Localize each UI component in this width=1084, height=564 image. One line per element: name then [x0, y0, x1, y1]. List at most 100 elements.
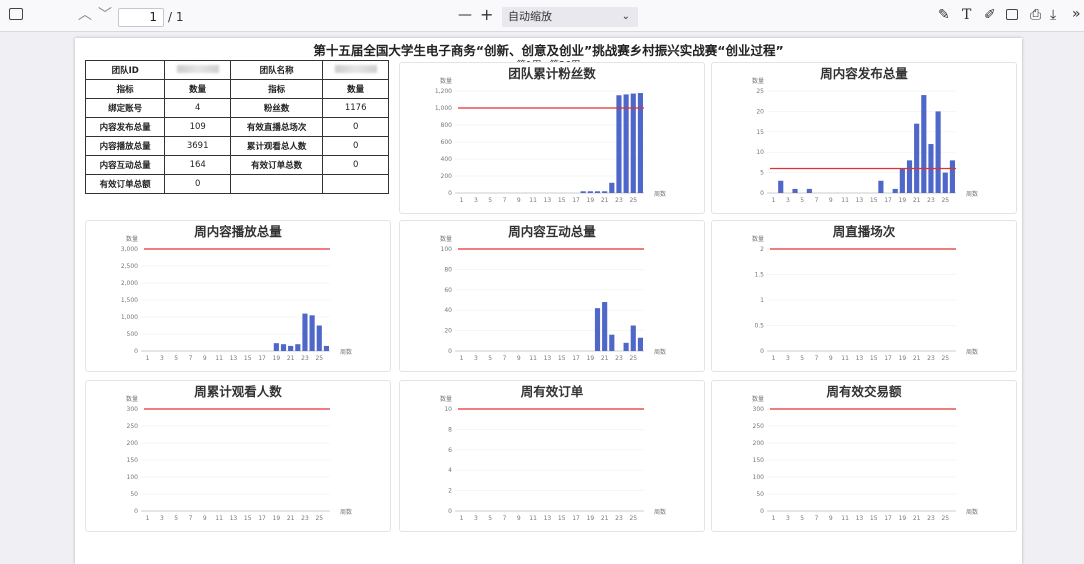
- x-tick-label: 5: [488, 515, 492, 522]
- x-tick-label: 3: [160, 355, 164, 362]
- x-tick-label: 15: [558, 355, 566, 362]
- x-tick-label: 23: [301, 355, 309, 362]
- x-tick-label: 5: [174, 355, 178, 362]
- y-tick-label: 800: [441, 122, 453, 129]
- zoom-select[interactable]: 自动缩放 ⌄: [502, 7, 638, 27]
- x-tick-label: 23: [927, 355, 935, 362]
- y-axis-label: 数量: [126, 235, 138, 243]
- table-cell: 内容播放总量: [84, 136, 166, 156]
- chevron-down-icon[interactable]: ﹀: [98, 7, 112, 23]
- y-tick-label: 60: [444, 287, 452, 294]
- x-tick-label: 3: [786, 197, 790, 204]
- x-tick-label: 9: [517, 515, 521, 522]
- x-tick-label: 21: [287, 355, 295, 362]
- x-tick-label: 7: [189, 355, 193, 362]
- y-tick-label: 50: [130, 491, 138, 498]
- chart-title: 周内容发布总量: [820, 66, 908, 81]
- x-axis-label: 周数: [966, 348, 978, 356]
- bar: [323, 345, 329, 351]
- table-cell: 有效直播总场次: [229, 117, 324, 137]
- y-tick-label: 0: [448, 190, 452, 197]
- x-tick-label: 5: [800, 515, 804, 522]
- x-tick-label: 7: [503, 355, 507, 362]
- x-tick-label: 21: [287, 515, 295, 522]
- document-viewer[interactable]: 第十五届全国大学生电子商务“创新、创意及创业”挑战赛乡村振兴实战赛“创业过程” …: [0, 32, 1084, 564]
- bar: [309, 315, 315, 351]
- table-row: 内容播放总量 3691 累计观看总人数 0: [84, 136, 389, 156]
- table-cell: [322, 174, 389, 194]
- x-tick-label: 17: [572, 515, 580, 522]
- highlight-icon[interactable]: ✎: [938, 7, 950, 23]
- x-tick-label: 17: [572, 355, 580, 362]
- x-tick-label: 25: [315, 515, 323, 522]
- chart-title: 周直播场次: [832, 224, 896, 239]
- bar: [302, 313, 308, 351]
- x-tick-label: 11: [215, 515, 223, 522]
- y-tick-label: 1,000: [435, 105, 452, 112]
- text-tool-icon[interactable]: T: [962, 7, 972, 23]
- chart-title: 周内容互动总量: [508, 224, 596, 239]
- zoom-in-button[interactable]: +: [480, 5, 494, 24]
- x-tick-label: 3: [474, 197, 478, 204]
- bar: [623, 342, 629, 351]
- bar: [609, 182, 615, 193]
- save-icon[interactable]: ⤓: [1050, 7, 1057, 23]
- x-axis-label: 周数: [654, 190, 666, 198]
- print-icon[interactable]: ⎙: [1030, 7, 1042, 23]
- y-axis-label: 数量: [440, 235, 452, 243]
- more-tools-icon[interactable]: »: [1072, 6, 1081, 22]
- y-tick-label: 200: [753, 440, 765, 447]
- chart-card: 数量 0 2 4 6 8 10 1 3 5 7 9 11 13 15 17 19 21 23 25 周数 周有效订单: [399, 380, 705, 532]
- table-cell: 4: [164, 98, 231, 118]
- y-axis-label: 数量: [440, 77, 452, 85]
- bar: [288, 345, 294, 351]
- x-tick-label: 25: [941, 355, 949, 362]
- x-tick-label: 1: [146, 355, 150, 362]
- bar: [942, 172, 948, 193]
- y-tick-label: 0: [448, 348, 452, 355]
- draw-icon[interactable]: ✐: [984, 7, 996, 23]
- x-tick-label: 25: [629, 355, 637, 362]
- y-tick-label: 2,500: [121, 263, 138, 270]
- y-tick-label: 1,500: [121, 297, 138, 304]
- y-tick-label: 3,000: [121, 246, 138, 253]
- x-tick-label: 13: [856, 197, 864, 204]
- bar: [906, 160, 913, 193]
- table-cell: 0: [322, 136, 389, 156]
- table-cell: 数量: [322, 79, 389, 99]
- chart-card: 数量 0 5 10 15 20 25 1 3 5 7 9 11 13 15 17 19 21 23 25 周数 周内容发布…: [711, 62, 1017, 214]
- x-axis-label: 周数: [654, 348, 666, 356]
- bar: [878, 180, 884, 193]
- chevron-up-icon[interactable]: ︿: [78, 7, 92, 23]
- chart-card: 数量 0 0.5 1 1.5 2 1 3 5 7 9 11 13 15 17 19 21 23 25 周数 周直播场次: [711, 220, 1017, 372]
- x-tick-label: 7: [189, 515, 193, 522]
- image-icon[interactable]: [1006, 9, 1018, 20]
- zoom-out-button[interactable]: —: [458, 7, 472, 23]
- x-tick-label: 19: [587, 197, 595, 204]
- y-tick-label: 2: [760, 246, 764, 253]
- y-axis-label: 数量: [126, 395, 138, 403]
- x-tick-label: 1: [772, 355, 776, 362]
- bar: [587, 191, 593, 193]
- x-axis-label: 周数: [966, 190, 978, 198]
- y-tick-label: 150: [753, 457, 765, 464]
- bar: [637, 93, 643, 193]
- table-row: 内容互动总量 164 有效订单总数 0: [84, 155, 389, 175]
- page-number-input[interactable]: 1: [118, 8, 164, 27]
- y-tick-label: 5: [760, 170, 764, 177]
- y-tick-label: 15: [756, 129, 764, 136]
- sidebar-toggle-icon[interactable]: [9, 8, 23, 20]
- x-tick-label: 3: [474, 515, 478, 522]
- table-cell: 粉丝数: [229, 98, 324, 118]
- x-tick-label: 1: [146, 515, 150, 522]
- x-axis-label: 周数: [340, 508, 352, 516]
- x-tick-label: 7: [815, 515, 819, 522]
- y-tick-label: 50: [756, 491, 764, 498]
- bar: [637, 337, 643, 351]
- bar: [806, 188, 812, 193]
- x-tick-label: 9: [517, 355, 521, 362]
- x-tick-label: 11: [215, 355, 223, 362]
- x-tick-label: 25: [941, 197, 949, 204]
